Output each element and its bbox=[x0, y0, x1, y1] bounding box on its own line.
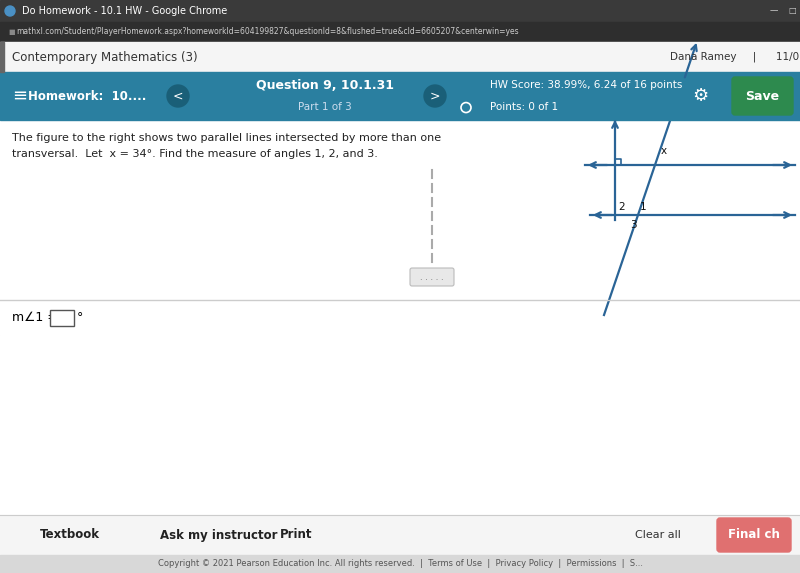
Circle shape bbox=[5, 6, 15, 16]
Bar bbox=[0, 120, 800, 300]
Text: m∠1 =: m∠1 = bbox=[12, 311, 58, 324]
Text: —    □    ✕: — □ ✕ bbox=[770, 6, 800, 15]
Text: HW Score: 38.99%, 6.24 of 16 points: HW Score: 38.99%, 6.24 of 16 points bbox=[490, 80, 682, 91]
Text: The figure to the right shows two parallel lines intersected by more than one: The figure to the right shows two parall… bbox=[12, 133, 441, 143]
Text: Points: 0 of 1: Points: 0 of 1 bbox=[490, 101, 558, 112]
Text: Ask my instructor: Ask my instructor bbox=[160, 528, 278, 541]
Text: Final ch: Final ch bbox=[728, 528, 780, 541]
Text: °: ° bbox=[77, 311, 83, 324]
Text: Question 9, 10.1.31: Question 9, 10.1.31 bbox=[256, 79, 394, 92]
Text: Contemporary Mathematics (3): Contemporary Mathematics (3) bbox=[12, 50, 198, 64]
Bar bbox=[0, 555, 800, 573]
Text: Do Homework - 10.1 HW - Google Chrome: Do Homework - 10.1 HW - Google Chrome bbox=[22, 6, 227, 16]
Text: 2: 2 bbox=[618, 202, 626, 212]
Text: Homework:  10....: Homework: 10.... bbox=[28, 89, 146, 103]
Text: ⚙: ⚙ bbox=[692, 87, 708, 105]
Text: Copyright © 2021 Pearson Education Inc. All rights reserved.  |  Terms of Use  |: Copyright © 2021 Pearson Education Inc. … bbox=[158, 559, 642, 568]
FancyBboxPatch shape bbox=[50, 309, 74, 325]
Bar bbox=[0, 42, 800, 72]
FancyBboxPatch shape bbox=[732, 77, 793, 115]
Text: Save: Save bbox=[745, 89, 779, 103]
Bar bbox=[0, 22, 800, 42]
Text: ■: ■ bbox=[8, 29, 14, 35]
Text: ≡: ≡ bbox=[12, 87, 27, 105]
Text: Dana Ramey     |      11/07/21 6:19: Dana Ramey | 11/07/21 6:19 bbox=[670, 52, 800, 62]
Text: Textbook: Textbook bbox=[40, 528, 100, 541]
Text: <: < bbox=[173, 89, 183, 103]
Circle shape bbox=[424, 85, 446, 107]
Bar bbox=[0, 0, 800, 22]
Text: Print: Print bbox=[280, 528, 313, 541]
Bar bbox=[0, 42, 4, 72]
Bar bbox=[0, 335, 800, 515]
Text: 1: 1 bbox=[640, 202, 646, 212]
FancyBboxPatch shape bbox=[717, 518, 791, 552]
Text: >: > bbox=[430, 89, 440, 103]
Bar bbox=[0, 72, 800, 120]
FancyBboxPatch shape bbox=[410, 268, 454, 286]
Circle shape bbox=[167, 85, 189, 107]
Bar bbox=[0, 300, 800, 335]
Text: 3: 3 bbox=[630, 220, 636, 230]
Text: Clear all: Clear all bbox=[635, 530, 681, 540]
Text: mathxl.com/Student/PlayerHomework.aspx?homeworkId=604199827&questionId=8&flushed: mathxl.com/Student/PlayerHomework.aspx?h… bbox=[16, 28, 518, 37]
Bar bbox=[0, 515, 800, 555]
Text: Part 1 of 3: Part 1 of 3 bbox=[298, 101, 352, 112]
Text: transversal.  Let  x = 34°. Find the measure of angles 1, 2, and 3.: transversal. Let x = 34°. Find the measu… bbox=[12, 149, 378, 159]
Text: . . . . .: . . . . . bbox=[420, 273, 444, 281]
Text: x: x bbox=[661, 146, 667, 156]
